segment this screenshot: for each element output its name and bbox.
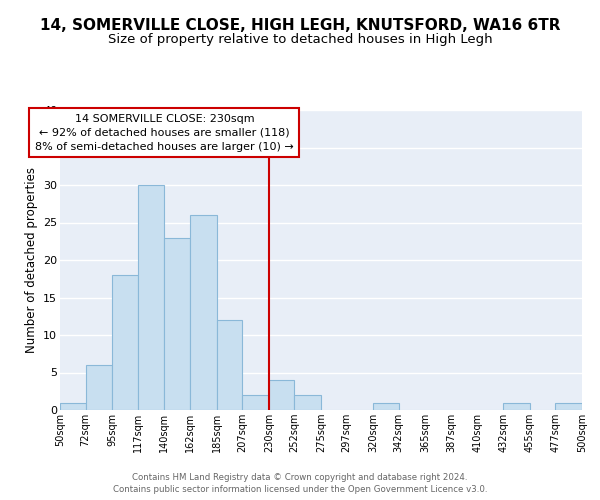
Bar [112, 275, 138, 410]
Text: Contains public sector information licensed under the Open Government Licence v3: Contains public sector information licen… [113, 485, 487, 494]
Bar [373, 402, 399, 410]
Y-axis label: Number of detached properties: Number of detached properties [25, 167, 38, 353]
Text: 14, SOMERVILLE CLOSE, HIGH LEGH, KNUTSFORD, WA16 6TR: 14, SOMERVILLE CLOSE, HIGH LEGH, KNUTSFO… [40, 18, 560, 32]
Text: Contains HM Land Registry data © Crown copyright and database right 2024.: Contains HM Land Registry data © Crown c… [132, 472, 468, 482]
Text: 14 SOMERVILLE CLOSE: 230sqm
← 92% of detached houses are smaller (118)
8% of sem: 14 SOMERVILLE CLOSE: 230sqm ← 92% of det… [35, 114, 294, 152]
Bar [556, 402, 582, 410]
Bar [60, 402, 86, 410]
Bar [86, 365, 112, 410]
Bar [217, 320, 242, 410]
Text: Size of property relative to detached houses in High Legh: Size of property relative to detached ho… [107, 32, 493, 46]
Bar [503, 402, 530, 410]
Bar [269, 380, 295, 410]
Bar [295, 395, 321, 410]
Bar [164, 238, 190, 410]
Bar [242, 395, 269, 410]
Bar [138, 185, 164, 410]
Bar [190, 215, 217, 410]
